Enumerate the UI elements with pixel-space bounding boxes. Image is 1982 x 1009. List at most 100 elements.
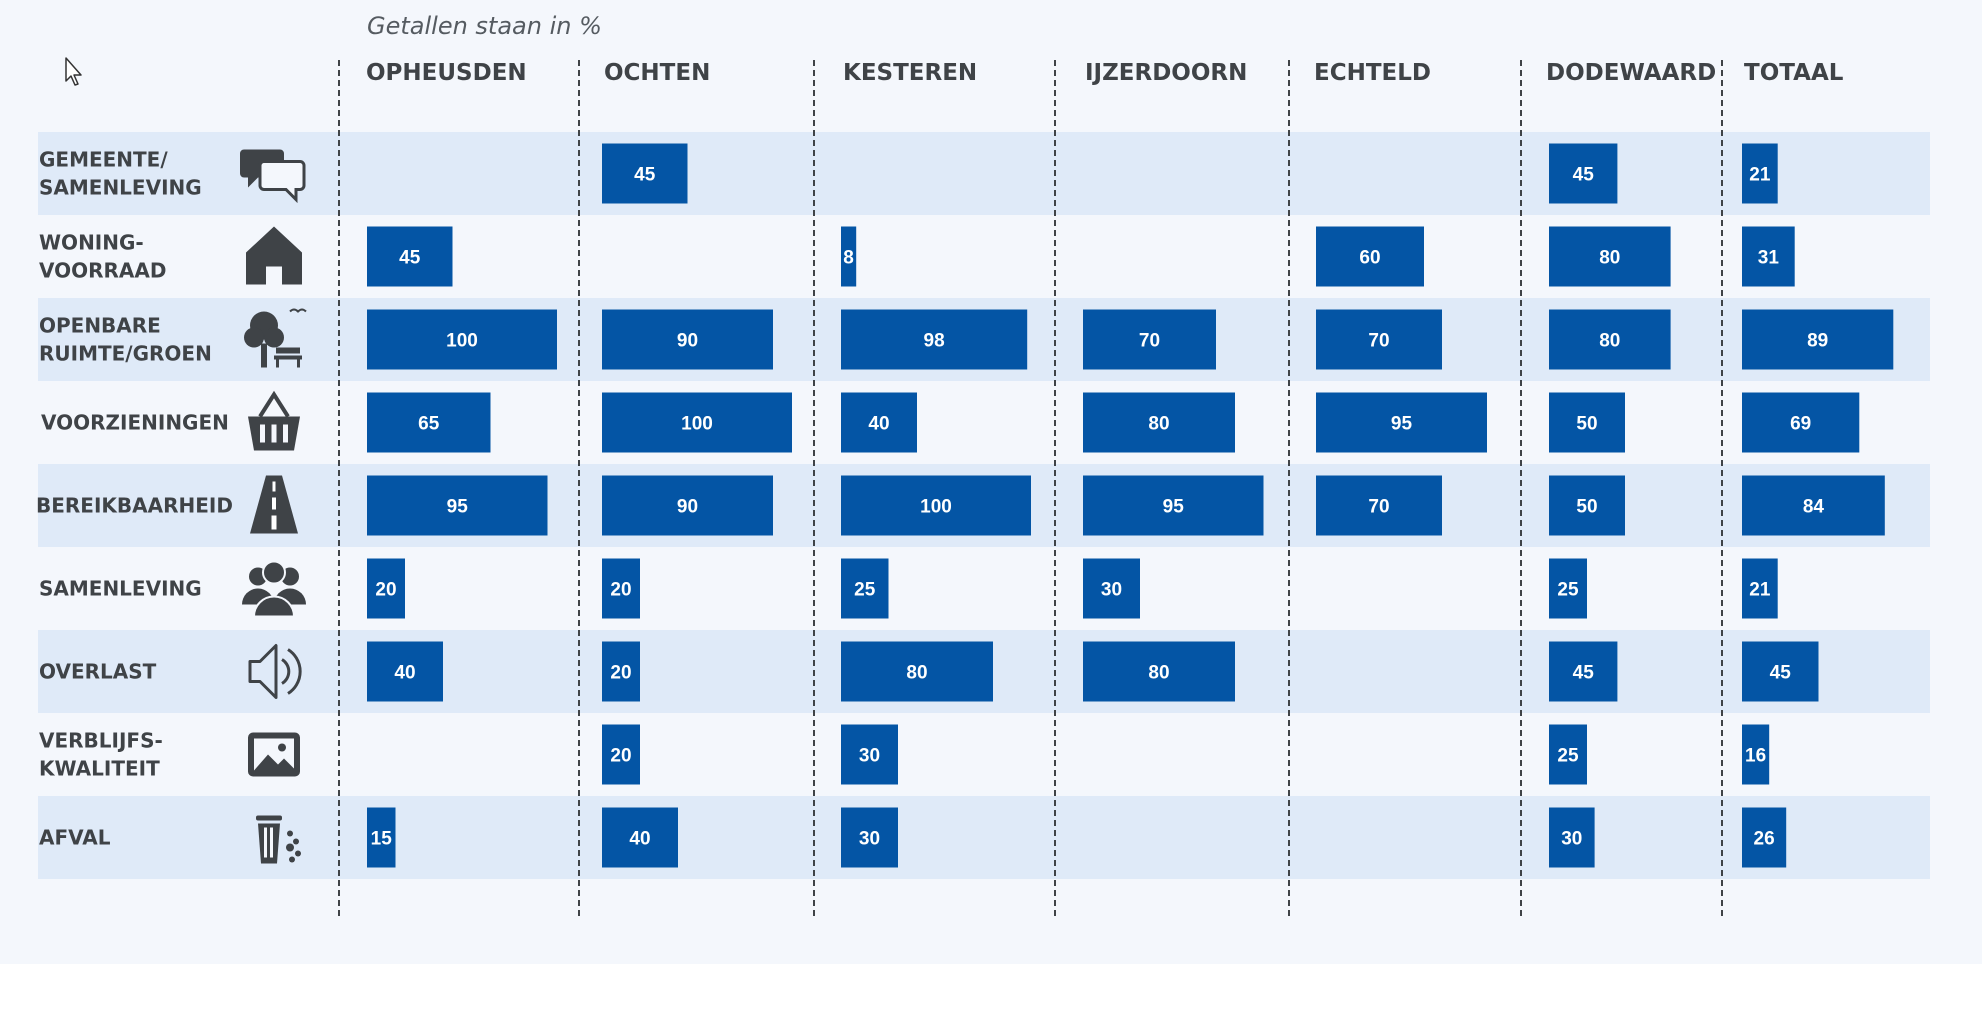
bar-value-label: 45	[1770, 663, 1792, 684]
row-label-bereikbaarheid: BEREIKBAARHEID	[36, 494, 233, 518]
bar-totaal	[1742, 807, 1787, 868]
picture-icon	[248, 732, 300, 777]
mouse-cursor-icon	[65, 57, 82, 86]
row-label-verblijfs-kwaliteit: VERBLIJFS-KWALITEIT	[39, 729, 163, 781]
row-band	[38, 796, 1930, 879]
trash-can-icon	[256, 815, 301, 864]
bar-kesteren	[841, 309, 1028, 370]
row-icons	[240, 149, 307, 864]
bar-value-label: 70	[1368, 497, 1389, 518]
column-header-dodewaard: DODEWAARD	[1546, 60, 1716, 86]
bar-echteld	[1316, 475, 1442, 536]
bar-value-label: 100	[681, 414, 713, 435]
bar-value-label: 65	[418, 414, 440, 435]
bar-totaal	[1742, 392, 1860, 453]
bar-totaal	[1742, 558, 1778, 619]
row-label-gemeente-samenleving: GEMEENTE/SAMENLEVING	[39, 148, 202, 200]
bar-ochten	[602, 392, 792, 453]
bar-opheusden	[367, 226, 453, 287]
bar-kesteren	[841, 226, 857, 287]
bar-value-label: 80	[1599, 331, 1620, 352]
bar-kesteren	[841, 392, 917, 453]
bar-value-label: 40	[629, 829, 650, 850]
bar-value-label: 95	[1391, 414, 1413, 435]
bar-value-label: 45	[1573, 663, 1595, 684]
bar-value-label: 40	[868, 414, 889, 435]
bar-value-label: 80	[1599, 248, 1620, 269]
bar-dodewaard	[1549, 226, 1671, 287]
bar-value-label: 40	[394, 663, 415, 684]
bar-ijzerdoorn	[1083, 475, 1264, 536]
bar-value-label: 98	[924, 331, 945, 352]
bar-value-label: 100	[446, 331, 478, 352]
row-label-overlast: OVERLAST	[39, 660, 157, 684]
chart-canvas: Getallen staan in % OPHEUSDEN OCHTEN KESTE…	[0, 0, 1982, 964]
bar-value-label: 60	[1359, 248, 1380, 269]
bar-value-label: 20	[610, 663, 631, 684]
bar-value-label: 100	[920, 497, 952, 518]
bar-echteld	[1316, 309, 1442, 370]
bar-totaal	[1742, 143, 1778, 204]
bar-value-label: 30	[859, 829, 880, 850]
bar-dodewaard	[1549, 143, 1618, 204]
column-header-opheusden: OPHEUSDEN	[366, 60, 527, 86]
bar-value-label: 30	[1561, 829, 1582, 850]
bar-value-label: 95	[447, 497, 469, 518]
column-header-echteld: ECHTELD	[1314, 60, 1431, 86]
row-label-afval: AFVAL	[39, 826, 111, 850]
bar-value-label: 90	[677, 331, 698, 352]
bars: 45 45 21 45 8 60 80 31 100 90 98 70 70 80 89 65 100 40 80 9…	[367, 143, 1894, 868]
bar-opheusden	[367, 558, 405, 619]
bar-value-label: 45	[399, 248, 421, 269]
bar-totaal	[1742, 475, 1885, 536]
bar-value-label: 50	[1576, 497, 1597, 518]
bar-value-label: 70	[1139, 331, 1160, 352]
column-header-ijzerdoorn: IJZERDOORN	[1085, 60, 1247, 86]
bar-value-label: 95	[1163, 497, 1185, 518]
column-header-kesteren: KESTEREN	[843, 60, 977, 86]
bar-value-label: 84	[1803, 497, 1825, 518]
bar-opheusden	[367, 641, 443, 702]
bar-totaal	[1742, 309, 1894, 370]
bar-ochten	[602, 807, 678, 868]
bar-value-label: 20	[610, 580, 631, 601]
column-header-totaal: TOTAAL	[1744, 60, 1844, 86]
bar-dodewaard	[1549, 724, 1587, 785]
bar-value-label: 89	[1807, 331, 1828, 352]
bar-value-label: 80	[1148, 414, 1169, 435]
bar-ochten	[602, 724, 640, 785]
bar-opheusden	[367, 309, 557, 370]
row-label-samenleving: SAMENLEVING	[39, 577, 202, 601]
bar-kesteren	[841, 641, 993, 702]
speech-bubbles-icon	[240, 149, 306, 204]
bar-value-label: 8	[843, 248, 854, 269]
bar-dodewaard	[1549, 475, 1625, 536]
bar-value-label: 30	[859, 746, 880, 767]
bar-ochten	[602, 309, 773, 370]
column-headers: OPHEUSDEN OCHTEN KESTEREN IJZERDOORN ECHTELD…	[366, 60, 1844, 86]
bar-ochten	[602, 143, 688, 204]
bar-dodewaard	[1549, 309, 1671, 370]
bar-dodewaard	[1549, 807, 1595, 868]
speaker-icon	[248, 644, 302, 699]
bar-value-label: 16	[1745, 746, 1766, 767]
row-label-voorzieningen: VOORZIENINGEN	[41, 411, 229, 435]
bar-ijzerdoorn	[1083, 558, 1140, 619]
bar-value-label: 15	[371, 829, 393, 850]
bar-echteld	[1316, 392, 1487, 453]
chart-svg: Getallen staan in % OPHEUSDEN OCHTEN KESTE…	[36, 12, 1930, 918]
bar-opheusden	[367, 392, 491, 453]
column-header-ochten: OCHTEN	[604, 60, 710, 86]
shopping-basket-icon	[248, 390, 300, 451]
bar-value-label: 45	[1573, 165, 1595, 186]
row-label-openbare-ruimte-groen: OPENBARE RUIMTE/GROEN	[39, 314, 212, 366]
bar-ijzerdoorn	[1083, 309, 1216, 370]
bar-value-label: 50	[1576, 414, 1597, 435]
bar-ochten	[602, 475, 773, 536]
bar-ijzerdoorn	[1083, 641, 1235, 702]
bar-opheusden	[367, 475, 548, 536]
bar-ochten	[602, 558, 640, 619]
bar-totaal	[1742, 226, 1795, 287]
bar-kesteren	[841, 475, 1031, 536]
bar-dodewaard	[1549, 392, 1625, 453]
